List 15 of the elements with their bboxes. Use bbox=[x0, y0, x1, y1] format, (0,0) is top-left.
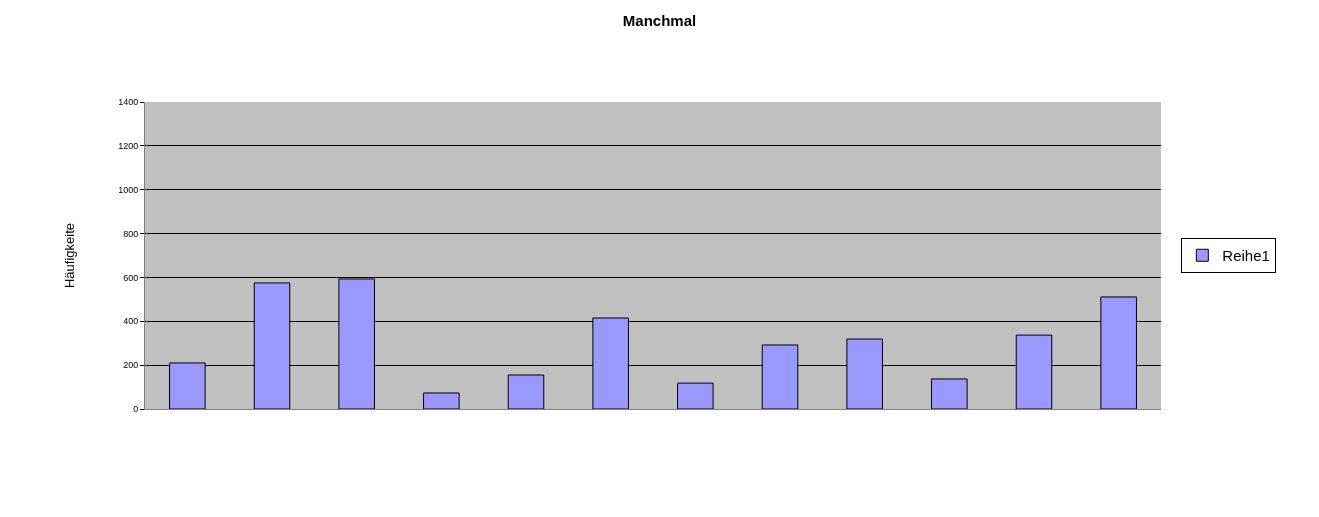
bar bbox=[423, 392, 460, 409]
bar bbox=[677, 382, 714, 409]
y-tick-label: 800 bbox=[123, 228, 139, 239]
y-tick-label: 600 bbox=[123, 272, 139, 283]
y-tick-label: 1000 bbox=[118, 184, 139, 195]
bar bbox=[507, 374, 545, 409]
legend-label: Reihe1 bbox=[1222, 247, 1270, 265]
y-tick-label: 200 bbox=[123, 360, 139, 371]
y-tick-label: 400 bbox=[123, 316, 139, 327]
y-tick-label: 1200 bbox=[118, 141, 139, 152]
y-tick-label: 1400 bbox=[118, 97, 139, 108]
y-axis-title: Häufigkeite bbox=[62, 222, 78, 289]
bar bbox=[931, 378, 968, 409]
chart-title: Manchmal bbox=[622, 12, 697, 30]
y-tick-label: 0 bbox=[133, 404, 139, 415]
